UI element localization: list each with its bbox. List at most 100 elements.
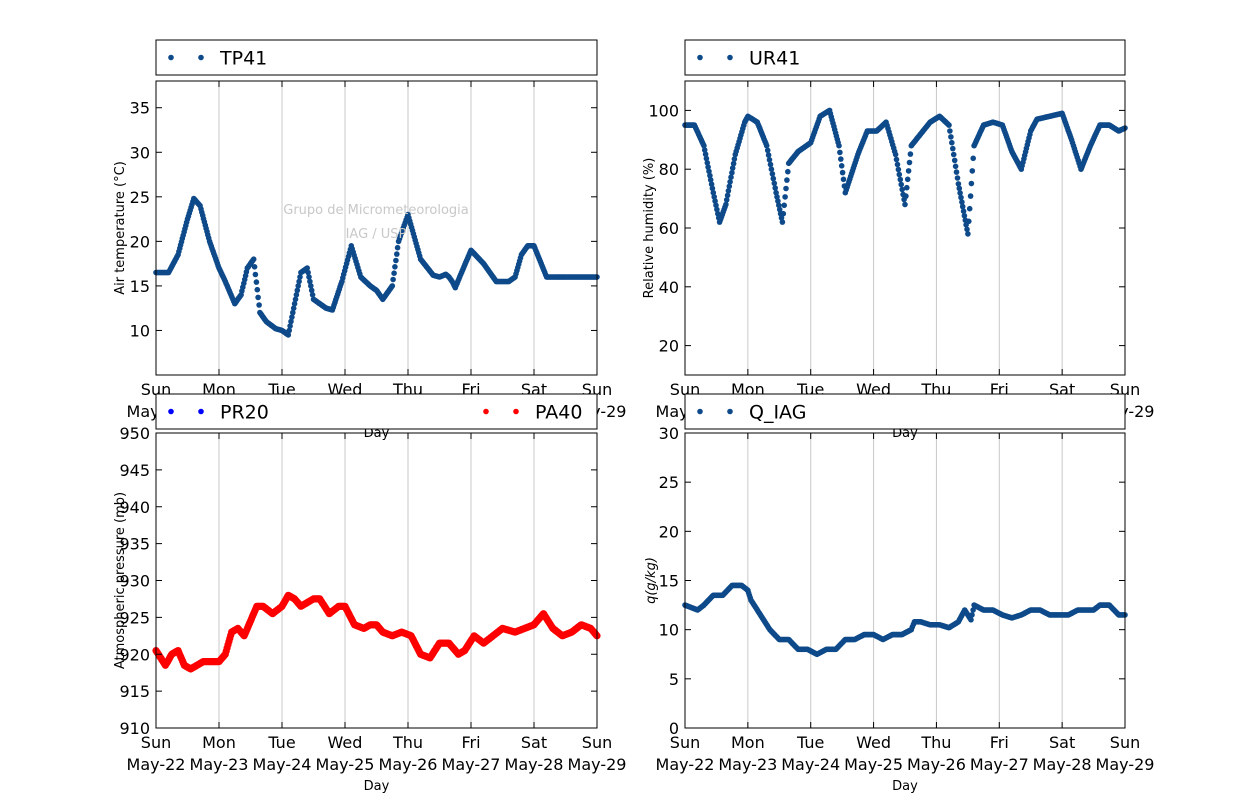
data-point — [897, 176, 904, 183]
data-point — [771, 180, 778, 187]
data-point — [769, 171, 776, 177]
data-point — [773, 189, 779, 196]
legend-box — [155, 393, 598, 430]
data-point — [292, 296, 299, 303]
data-point — [946, 122, 952, 128]
plot-frame — [684, 432, 1126, 729]
data-point — [731, 156, 738, 162]
x-tick-label-day: Mon — [731, 733, 765, 752]
y-tick-label: 30 — [130, 143, 150, 162]
x-tick-label-day: Sun — [1110, 733, 1140, 752]
data-point — [707, 172, 713, 179]
data-point — [954, 175, 961, 181]
y-tick-label: 15 — [130, 277, 150, 296]
legend-marker — [168, 408, 174, 415]
data-point — [970, 155, 976, 162]
data-point — [723, 197, 730, 203]
data-point — [704, 160, 711, 166]
data-point — [779, 219, 786, 225]
chart-panel-3: 910 915 920 925 930 935 940 945 950 Sun May-22 Mon M… — [113, 393, 626, 794]
data-point — [785, 168, 791, 175]
data-point — [961, 212, 968, 219]
data-point — [970, 607, 976, 613]
y-tick-label: 40 — [659, 278, 679, 297]
data-point — [394, 244, 401, 251]
data-point — [948, 134, 954, 140]
data-point — [780, 210, 787, 217]
legend-marker — [513, 408, 519, 415]
data-point — [288, 318, 294, 325]
x-tick-label-day: Fri — [461, 733, 480, 752]
x-tick-label-date: May-26 — [379, 755, 438, 774]
data-point — [705, 164, 711, 170]
data-point — [770, 175, 777, 182]
data-point — [250, 256, 257, 263]
data-point — [955, 181, 962, 187]
data-point — [253, 279, 260, 285]
data-point — [285, 332, 292, 338]
legend: PR20 PA40 — [155, 393, 598, 430]
x-tick-label-day: Sat — [521, 733, 547, 752]
data-point — [775, 198, 781, 204]
data-point — [949, 139, 955, 146]
y-tick-label: 945 — [119, 461, 150, 480]
y-tick-label: 35 — [130, 99, 150, 118]
x-tick-label-date: May-28 — [1033, 755, 1092, 774]
data-point — [713, 202, 719, 209]
x-tick-label-date: May-24 — [781, 755, 840, 774]
legend-label: UR41 — [749, 48, 800, 70]
data-point — [899, 186, 905, 193]
data-point — [711, 194, 717, 200]
data-point — [776, 202, 782, 209]
chart-panel-4: 0 5 10 15 20 25 30 Sun May-22 Mon May-23 Tue May-24 W… — [644, 393, 1154, 794]
x-tick-label-day: Mon — [202, 733, 236, 752]
chart-panel-2: 20406080100SunMay-22MonMay-23TueMay-24We… — [642, 39, 1154, 441]
data-point — [727, 179, 733, 185]
x-tick-label-day: Sun — [582, 733, 612, 752]
data-point — [838, 156, 844, 162]
data-point — [904, 184, 910, 191]
data-point — [836, 142, 842, 149]
data-point — [710, 189, 717, 196]
data-point — [966, 205, 973, 212]
data-point — [726, 183, 733, 190]
y-tick-label: 20 — [130, 232, 150, 251]
legend-marker — [727, 54, 733, 61]
data-point — [969, 168, 976, 174]
legend-marker — [697, 408, 703, 415]
data-point — [967, 193, 974, 199]
data-point — [714, 206, 720, 213]
data-point — [703, 155, 710, 162]
x-tick-label-day: Sun — [141, 733, 171, 752]
data-point — [894, 161, 901, 168]
x-tick-label-date: May-25 — [316, 755, 375, 774]
data-point — [286, 327, 293, 334]
x-tick-label-date: May-27 — [970, 755, 1029, 774]
data-point — [289, 314, 295, 320]
watermark-line1: Grupo de Micrometeorologia — [283, 203, 469, 218]
legend-box — [684, 39, 1126, 76]
x-tick-label-day: Wed — [856, 733, 891, 752]
data-point — [969, 612, 975, 618]
data-point — [958, 194, 964, 201]
y-tick-label: 910 — [119, 719, 150, 738]
y-tick-label: 950 — [119, 424, 150, 443]
data-point — [907, 151, 914, 157]
data-point — [304, 265, 311, 271]
x-tick-label-day: Tue — [267, 733, 295, 752]
data-point — [906, 159, 913, 166]
data-point — [837, 149, 843, 156]
data-point — [905, 168, 912, 174]
data-point — [766, 157, 773, 163]
legend: Q_IAG — [684, 393, 1126, 430]
data-point — [947, 128, 953, 134]
x-tick-label-date: May-22 — [656, 755, 715, 774]
legend: UR41 — [684, 39, 1126, 76]
data-point — [838, 163, 845, 169]
data-point — [959, 203, 966, 210]
data-point — [725, 188, 732, 194]
data-point — [294, 287, 301, 294]
data-point — [296, 278, 302, 285]
data-point — [782, 194, 788, 200]
legend-box — [155, 39, 598, 76]
